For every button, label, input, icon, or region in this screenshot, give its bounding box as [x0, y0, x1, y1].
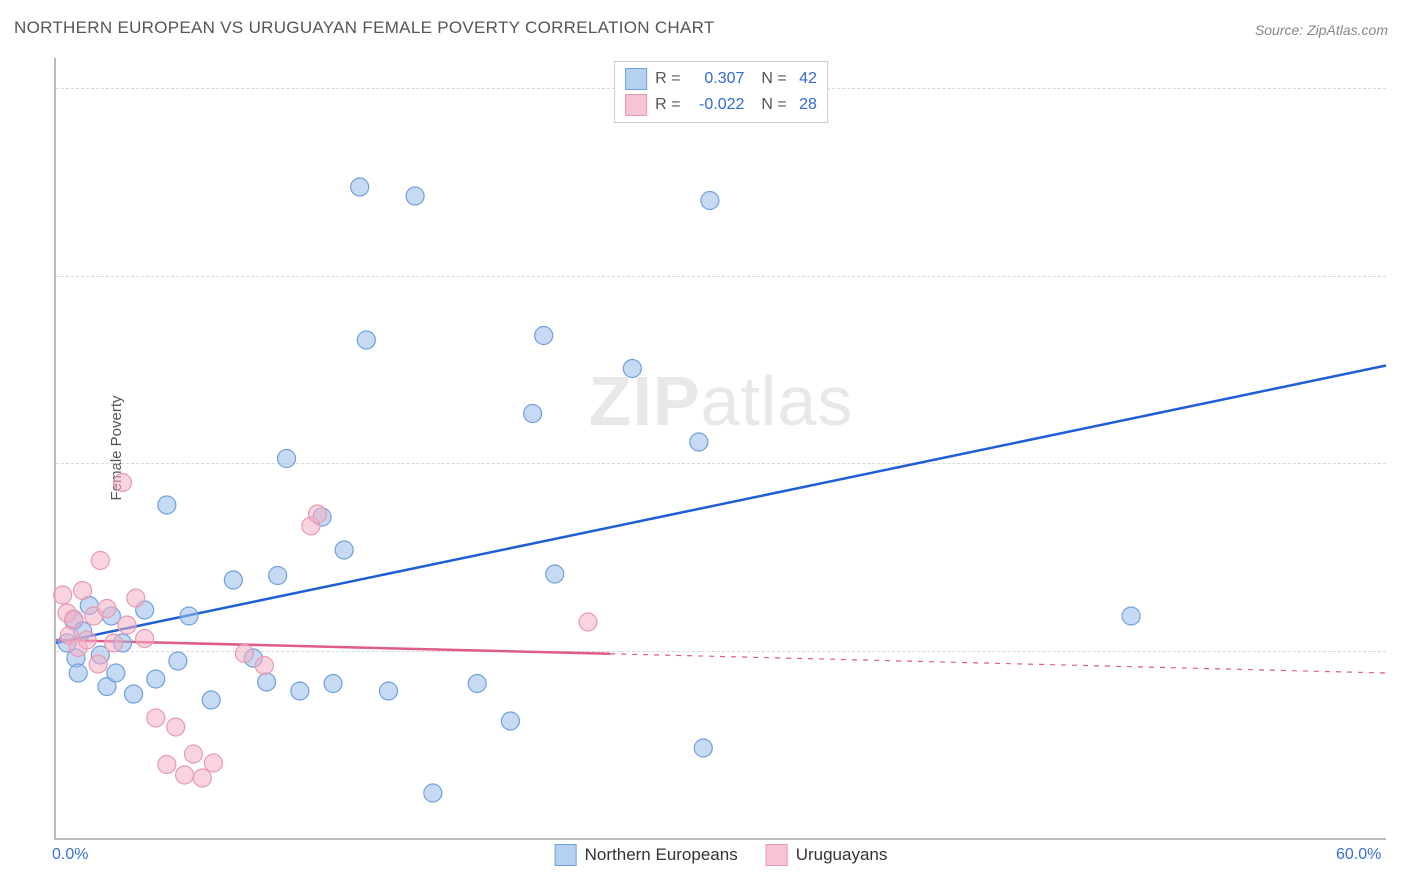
n-label: N = — [752, 96, 786, 114]
data-point-ne — [380, 682, 398, 700]
data-point-ne — [701, 192, 719, 210]
data-point-ne — [125, 685, 143, 703]
data-point-ne — [357, 331, 375, 349]
data-point-ur — [158, 756, 176, 774]
data-point-ur — [204, 754, 222, 772]
data-point-ne — [107, 664, 125, 682]
data-point-ur — [74, 582, 92, 600]
legend-row-ur: R = -0.022 N = 28 — [625, 92, 817, 118]
data-point-ne — [269, 567, 287, 585]
r-value-ur: -0.022 — [688, 96, 744, 114]
data-point-ur — [65, 610, 83, 628]
data-point-ne — [224, 571, 242, 589]
n-value-ne: 42 — [795, 70, 817, 88]
data-point-ne — [258, 673, 276, 691]
y-tick-label: 37.5% — [1392, 267, 1406, 285]
data-point-ne — [694, 739, 712, 757]
data-point-ne — [335, 541, 353, 559]
series-legend: Northern Europeans Uruguayans — [555, 844, 888, 866]
data-point-ur — [98, 600, 116, 618]
data-point-ne — [278, 450, 296, 468]
legend-label-ne: Northern Europeans — [585, 845, 738, 865]
data-point-ne — [291, 682, 309, 700]
legend-row-ne: R = 0.307 N = 42 — [625, 66, 817, 92]
data-point-ne — [535, 327, 553, 345]
data-point-ne — [501, 712, 519, 730]
y-tick-label: 25.0% — [1392, 454, 1406, 472]
data-point-ur — [184, 745, 202, 763]
data-point-ur — [78, 631, 96, 649]
plot-area: Female Poverty ZIPatlas R =0.307 N = 42R… — [54, 58, 1386, 840]
n-value-ur: 28 — [795, 96, 817, 114]
r-label: R = — [655, 96, 680, 114]
data-point-ne — [424, 784, 442, 802]
data-point-ne — [1122, 607, 1140, 625]
data-point-ur — [147, 709, 165, 727]
legend-item-ne: Northern Europeans — [555, 844, 738, 866]
data-point-ne — [351, 178, 369, 196]
data-point-ur — [114, 474, 132, 492]
data-point-ur — [235, 645, 253, 663]
data-point-ur — [255, 657, 273, 675]
data-point-ne — [69, 664, 87, 682]
data-point-ur — [118, 616, 136, 634]
data-point-ur — [193, 769, 211, 787]
data-point-ur — [167, 718, 185, 736]
x-tick-label: 0.0% — [52, 846, 88, 864]
data-point-ne — [546, 565, 564, 583]
legend-swatch-ne — [555, 844, 577, 866]
data-point-ne — [324, 675, 342, 693]
data-point-ne — [524, 405, 542, 423]
data-point-ur — [91, 552, 109, 570]
legend-swatch-ur — [625, 94, 647, 116]
n-label: N = — [752, 70, 786, 88]
data-point-ne — [468, 675, 486, 693]
data-point-ne — [158, 496, 176, 514]
data-point-ur — [127, 589, 145, 607]
legend-item-ur: Uruguayans — [766, 844, 888, 866]
legend-label-ur: Uruguayans — [796, 845, 888, 865]
chart-title: NORTHERN EUROPEAN VS URUGUAYAN FEMALE PO… — [14, 18, 715, 38]
y-tick-label: 12.5% — [1392, 642, 1406, 660]
data-point-ne — [623, 360, 641, 378]
data-point-ne — [147, 670, 165, 688]
y-tick-label: 50.0% — [1392, 79, 1406, 97]
x-tick-label: 60.0% — [1336, 846, 1381, 864]
scatter-points — [56, 58, 1386, 838]
data-point-ur — [176, 766, 194, 784]
data-point-ur — [54, 586, 72, 604]
data-point-ur — [89, 655, 107, 673]
data-point-ne — [202, 691, 220, 709]
data-point-ur — [105, 634, 123, 652]
source-attribution: Source: ZipAtlas.com — [1255, 22, 1388, 38]
data-point-ur — [309, 505, 327, 523]
data-point-ne — [169, 652, 187, 670]
r-value-ne: 0.307 — [688, 70, 744, 88]
data-point-ur — [579, 613, 597, 631]
data-point-ne — [406, 187, 424, 205]
correlation-legend: R = 0.307 N = 42 R = -0.022 N = 28 — [614, 61, 828, 123]
data-point-ne — [690, 433, 708, 451]
data-point-ur — [136, 630, 154, 648]
legend-swatch-ur — [766, 844, 788, 866]
data-point-ne — [180, 607, 198, 625]
r-label: R = — [655, 70, 680, 88]
legend-swatch-ne — [625, 68, 647, 90]
